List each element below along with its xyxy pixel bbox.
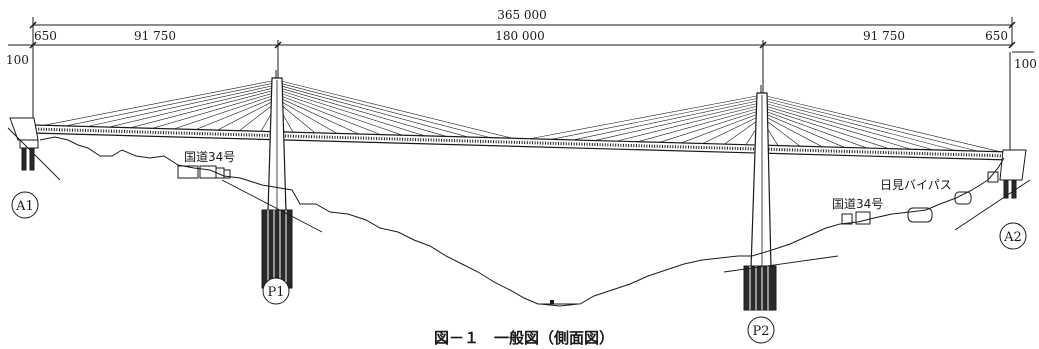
support-label-p2: P2 — [752, 324, 769, 339]
dim-center-span: 180 000 — [495, 29, 545, 43]
dimension-ticks — [29, 21, 1016, 49]
road-route34-right — [841, 207, 933, 225]
road-bypass — [954, 171, 999, 205]
dim-right-offset: 100 — [1014, 57, 1037, 71]
valley-floor — [539, 303, 579, 307]
support-marker-p2: P2 — [747, 316, 775, 344]
dimension-lines — [8, 17, 1034, 150]
support-marker-p1: P1 — [262, 277, 290, 305]
dim-right-side-span: 91 750 — [863, 29, 905, 43]
pylon-p1 — [261, 70, 293, 289]
dim-left-offset: 100 — [6, 53, 29, 67]
support-label-a2: A2 — [1003, 230, 1022, 245]
ground-profile — [39, 136, 1005, 305]
abutment-a1 — [7, 117, 61, 181]
valley-marker — [550, 300, 554, 304]
figure-caption: 図－１ 一般図（側面図） — [434, 329, 614, 347]
abutment-a2 — [954, 149, 1031, 231]
dim-left-side-span: 91 750 — [134, 29, 176, 43]
stay-cables — [43, 79, 1001, 153]
label-route34-left: 国道34号 — [184, 150, 235, 164]
pylon-p2 — [743, 85, 777, 311]
support-marker-a2: A2 — [999, 222, 1027, 250]
label-route34-right: 国道34号 — [832, 197, 883, 211]
support-label-p1: P1 — [267, 285, 284, 300]
support-label-a1: A1 — [15, 199, 34, 214]
label-bypass: 日見バイパス — [880, 178, 952, 192]
support-marker-a1: A1 — [11, 191, 39, 219]
slope-lines — [221, 179, 839, 273]
dim-left-edge: 650 — [34, 29, 57, 43]
dim-right-edge: 650 — [985, 29, 1008, 43]
road-route34-left — [177, 165, 231, 179]
dim-total: 365 000 — [497, 8, 547, 22]
